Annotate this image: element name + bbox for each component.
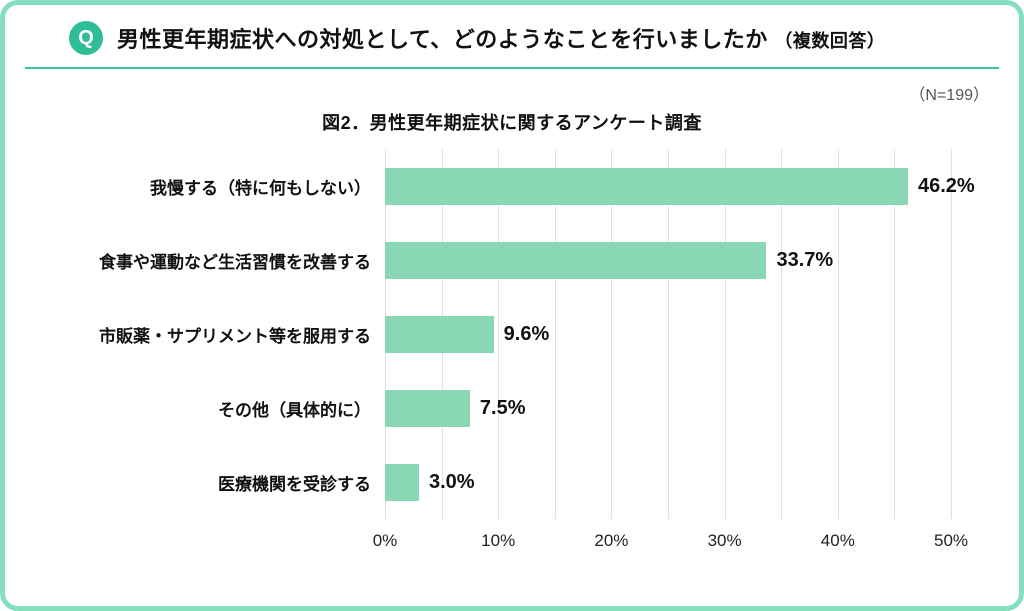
x-tick-label: 50% bbox=[933, 531, 969, 550]
value-label: 7.5% bbox=[479, 396, 526, 419]
category-label: 医療機関を受診する bbox=[218, 474, 371, 494]
gridline bbox=[781, 149, 783, 519]
gridline bbox=[611, 149, 613, 519]
category-label: 食事や運動など生活習慣を改善する bbox=[99, 252, 371, 272]
value-label: 3.0% bbox=[428, 470, 475, 493]
gridline bbox=[724, 149, 726, 519]
plot-wrap: 46.2% 33.7% 9.6% 7.5% 3.0% 0% 10% 20% 30% 40% 50% bbox=[373, 149, 975, 561]
gridline bbox=[837, 149, 839, 519]
question-title-text: 男性更年期症状への対処として、どのようなことを行いましたか bbox=[117, 27, 768, 52]
q-icon: Q bbox=[69, 21, 103, 55]
header-divider bbox=[25, 67, 999, 69]
question-title-suffix: （複数回答） bbox=[774, 31, 886, 51]
category-labels: 我慢する（特に何もしない） 食事や運動など生活習慣を改善する 市販薬・サプリメント等… bbox=[13, 149, 385, 561]
bar bbox=[385, 463, 419, 501]
gridline bbox=[498, 149, 500, 519]
value-label: 33.7% bbox=[776, 248, 834, 271]
bar bbox=[385, 167, 908, 205]
gridline bbox=[554, 149, 556, 519]
gridline bbox=[894, 149, 896, 519]
bar-row: 7.5% bbox=[385, 371, 951, 445]
category-label: その他（具体的に） bbox=[218, 400, 371, 420]
q-icon-letter: Q bbox=[78, 26, 94, 49]
bar-row: 3.0% bbox=[385, 445, 951, 519]
value-label: 46.2% bbox=[917, 174, 975, 197]
bar bbox=[385, 241, 767, 279]
bar bbox=[385, 315, 494, 353]
chart-title: 図2．男性更年期症状に関するアンケート調査 bbox=[322, 113, 702, 133]
x-tick-label: 40% bbox=[820, 531, 855, 550]
category-label: 市販薬・サプリメント等を服用する bbox=[99, 326, 371, 346]
x-tick-label: 10% bbox=[481, 531, 516, 550]
category-label: 我慢する（特に何もしない） bbox=[150, 178, 371, 198]
question-title: 男性更年期症状への対処として、どのようなことを行いましたか （複数回答） bbox=[117, 22, 885, 54]
bar-row: 46.2% bbox=[385, 149, 975, 223]
sample-size: （N=199） bbox=[909, 87, 989, 104]
x-tick-label: 30% bbox=[707, 531, 742, 550]
x-tick-label: 0% bbox=[372, 531, 398, 550]
bar-row: 33.7% bbox=[385, 223, 951, 297]
plot-area: 46.2% 33.7% 9.6% 7.5% 3.0% bbox=[385, 149, 975, 519]
question-header: Q 男性更年期症状への対処として、どのようなことを行いましたか （複数回答） bbox=[5, 5, 1019, 67]
bar-chart: 我慢する（特に何もしない） 食事や運動など生活習慣を改善する 市販薬・サプリメント等… bbox=[5, 135, 1019, 561]
x-tick-label: 20% bbox=[594, 531, 629, 550]
bar bbox=[385, 389, 470, 427]
gridline bbox=[951, 149, 952, 519]
x-axis-ticks: 0% 10% 20% 30% 40% 50% bbox=[373, 519, 968, 561]
value-label: 9.6% bbox=[503, 322, 550, 345]
bar-row: 9.6% bbox=[385, 297, 951, 371]
gridline bbox=[668, 149, 669, 519]
